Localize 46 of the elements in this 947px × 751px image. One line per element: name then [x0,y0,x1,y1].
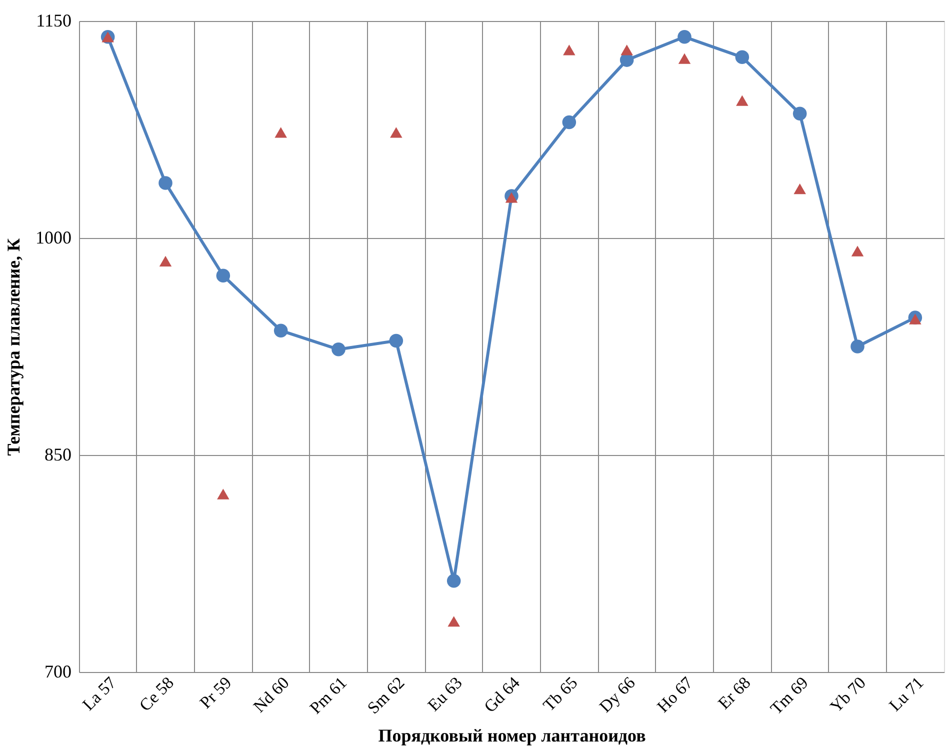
x-tick-label: Er 68 [714,673,754,713]
x-tick-label: Dy 66 [596,673,639,716]
point [217,488,230,500]
y-tick-label: 700 [44,662,72,682]
x-tick-label: La 57 [78,672,120,714]
point [274,324,288,338]
point [562,115,576,130]
point [909,314,922,324]
point [505,192,518,203]
x-tick-label: Yb 70 [826,673,870,716]
point [735,50,750,64]
point [736,95,748,106]
x-tick-label: Pr 59 [196,673,236,712]
point [678,30,692,44]
y-tick-label: 1150 [36,10,72,30]
point [274,127,287,138]
point [620,44,633,56]
y-axis-title: Температура плавление, К [4,238,24,456]
point [792,106,807,120]
point [563,44,576,56]
x-tick-label: Tm 69 [766,673,812,718]
x-tick-label: Pm 61 [306,673,351,718]
point [448,616,460,627]
y-tick-label: 850 [44,444,72,464]
point [850,340,864,354]
x-tick-label: Eu 63 [424,673,466,715]
point [620,53,634,67]
x-tick-label: Ho 67 [653,672,697,716]
x-tick-label: Gd 64 [480,672,524,716]
x-tick-label: Lu 71 [885,673,928,715]
x-tick-label: Tb 65 [539,673,582,715]
point [158,176,172,190]
point [794,184,806,194]
point [159,256,172,266]
x-tick-label: Sm 62 [364,673,408,718]
y-tick-label: 1000 [36,228,72,248]
point [332,342,346,356]
point [678,53,691,64]
x-axis-title: Порядковый номер лантаноидов [378,726,646,746]
point [446,574,461,588]
x-tick-label: Ce 58 [136,673,178,715]
point [216,268,230,282]
point [851,246,864,256]
x-tick-label: Nd 60 [250,673,293,716]
point [389,334,404,348]
point [390,127,402,138]
